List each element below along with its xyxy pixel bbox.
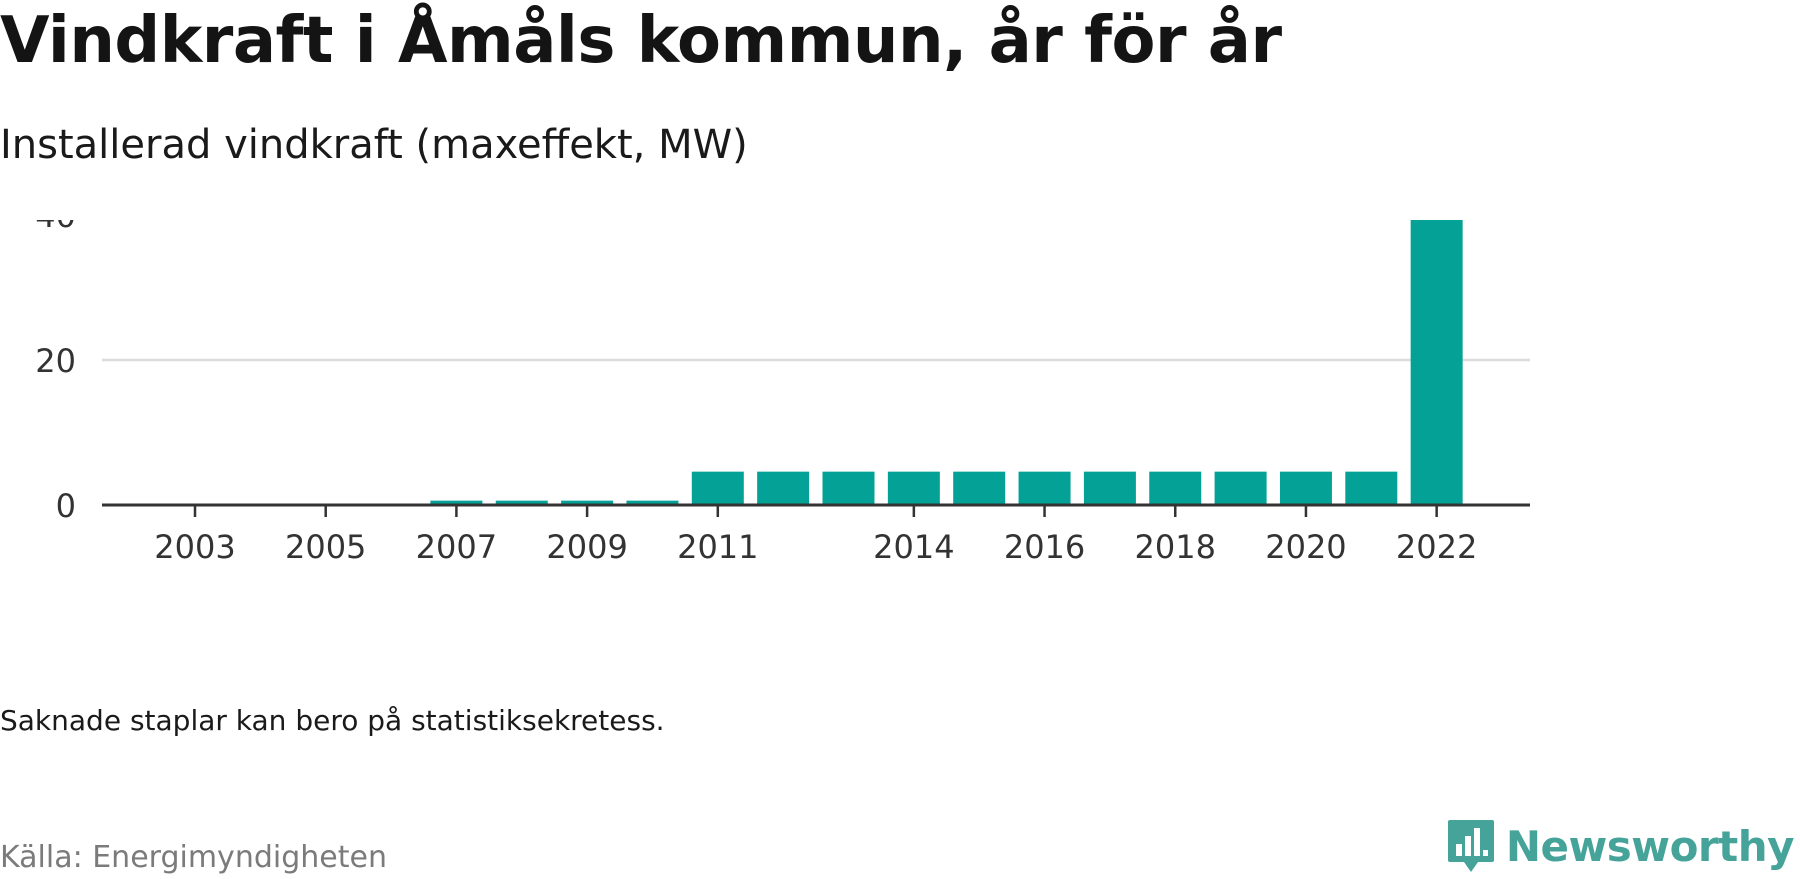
- bar-2009: [561, 500, 614, 505]
- x-tick-label-2020: 2020: [1265, 528, 1346, 566]
- y-tick-label-40: 40: [35, 220, 76, 235]
- brand-name: Newsworthy: [1505, 821, 1795, 871]
- bar-2014: [887, 471, 940, 505]
- bar-2019: [1214, 471, 1267, 505]
- bar-2017: [1083, 471, 1136, 505]
- bar-2007: [430, 500, 483, 505]
- bar-2015: [953, 471, 1006, 505]
- bar-2013: [822, 471, 875, 505]
- source-credit: Källa: Energimyndigheten: [0, 840, 387, 875]
- x-tick-label-2007: 2007: [416, 528, 497, 566]
- bar-2012: [757, 471, 810, 505]
- x-tick-label-2016: 2016: [1004, 528, 1085, 566]
- x-tick-label-2018: 2018: [1135, 528, 1216, 566]
- x-tick-label-2022: 2022: [1396, 528, 1477, 566]
- x-tick-label-2011: 2011: [677, 528, 758, 566]
- x-axis-ticks: 2003 2005 2007 2009 2011 2014 2016 2018 2020 2022: [154, 505, 1477, 566]
- bar-2022: [1410, 220, 1463, 506]
- x-tick-label-2014: 2014: [873, 528, 954, 566]
- bar-chart: 02040 2003200520072009201120142016201820…: [35, 220, 1530, 566]
- bar-2020: [1279, 471, 1332, 505]
- chart-subtitle: Installerad vindkraft (maxeffekt, MW): [0, 122, 748, 168]
- brand-logo: Newsworthy: [1446, 818, 1795, 874]
- x-tick-label-2009: 2009: [546, 528, 627, 566]
- bar-2008: [495, 500, 548, 505]
- bar-2021: [1345, 471, 1398, 505]
- y-tick-label-20: 20: [35, 342, 76, 380]
- grid-lines: [102, 358, 1530, 362]
- bar-2011: [691, 471, 744, 505]
- chart-note: Saknade staplar kan bero på statistiksek…: [0, 704, 665, 737]
- x-tick-label-2005: 2005: [285, 528, 366, 566]
- newsworthy-logo-icon: [1447, 820, 1494, 872]
- y-tick-label-0: 0: [56, 487, 76, 525]
- y-axis-ticks: 0 20 40: [35, 220, 76, 525]
- bars: [430, 220, 1463, 506]
- x-tick-label-2003: 2003: [154, 528, 235, 566]
- bar-2018: [1149, 471, 1202, 505]
- bar-2010: [626, 500, 679, 505]
- chart-title: Vindkraft i Åmåls kommun, år för år: [0, 4, 1282, 78]
- bar-2016: [1018, 471, 1071, 505]
